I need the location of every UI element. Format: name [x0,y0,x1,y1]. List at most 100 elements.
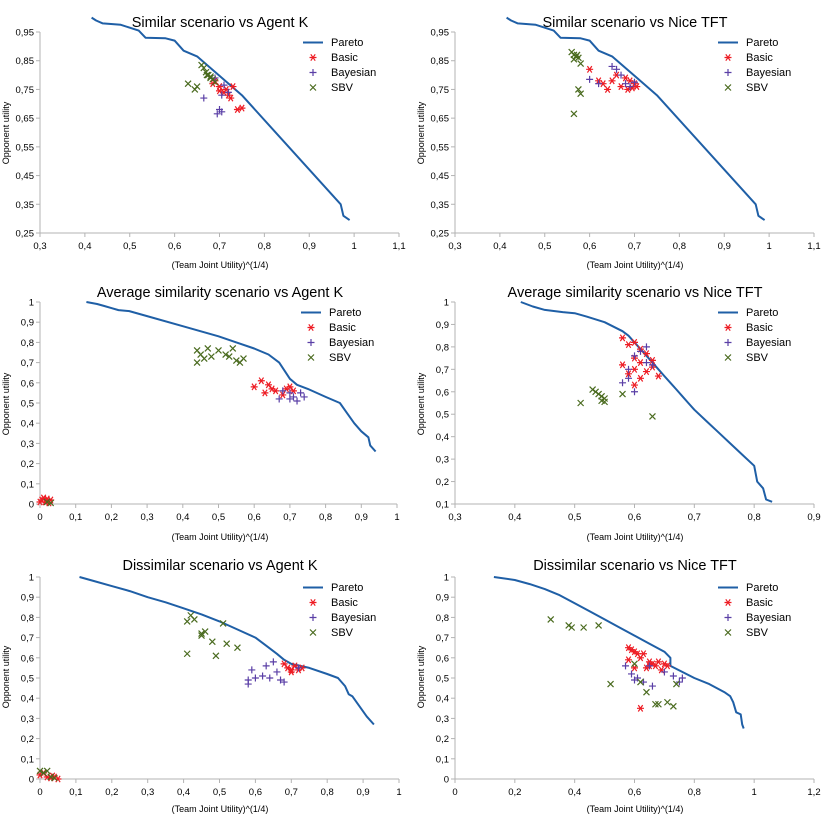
bayesian-point [622,662,630,670]
sbv-point [619,390,626,398]
x-tick-label: 1,2 [807,787,820,798]
chart-panel-similar-agent-k: Similar scenario vs Agent K (Team Joint … [1,15,406,270]
y-tick-label: 0,4 [436,432,449,443]
chart-title: Dissimilar scenario vs Agent K [122,558,317,574]
y-tick-label: 0 [29,500,34,511]
x-tick-label: 0,6 [249,787,262,798]
bayesian-point [280,678,288,686]
legend-bayesian-swatch [309,69,317,76]
y-tick-label: 0,7 [436,633,449,644]
sbv-point [208,638,216,646]
y-tick-label: 0,8 [436,613,449,624]
bayesian-point [218,108,226,116]
y-tick-label: 0,4 [436,694,449,705]
sbv-point [36,767,44,775]
y-tick-label: 0,2 [21,459,34,470]
basic-point [636,374,644,382]
basic-point [631,338,638,346]
x-tick-label: 0,5 [538,241,551,252]
basic-point [261,389,269,397]
sbv-point [580,624,588,631]
y-tick-label: 0,85 [16,56,35,67]
x-tick-label: 0 [37,787,42,798]
chart-title: Similar scenario vs Nice TFT [542,15,727,31]
y-tick-label: 0,2 [436,734,449,745]
basic-point [586,65,594,73]
sbv-point [565,622,573,629]
x-axis-label: (Team Joint Utility)^(1/4) [587,260,684,270]
sbv-point [225,353,233,360]
chart-panel-average-agent-k: Average similarity scenario vs Agent K (… [1,285,400,542]
bayesian-point [286,395,294,403]
y-tick-label: 0,45 [431,171,450,182]
bayesian-point [297,389,305,397]
legend-bayesian-swatch [724,69,732,76]
bayesian-point [631,78,638,86]
x-tick-label: 0,3 [448,512,461,523]
legend-sbv-swatch [309,629,317,636]
bayesian-point [628,670,636,678]
y-tick-label: 0,6 [21,653,34,664]
pareto-line [91,16,351,221]
y-tick-label: 0,1 [436,754,449,765]
x-tick-label: 1 [396,787,401,798]
legend-sbv-swatch [307,354,315,361]
x-tick-label: 0,3 [140,512,153,523]
bayesian-point [248,666,256,674]
sbv-point [207,353,215,360]
basic-point [633,83,641,91]
legend-sbv-label: SBV [331,82,354,94]
y-tick-label: 0,65 [431,114,450,125]
x-tick-label: 0,8 [748,512,761,523]
y-tick-label: 0,85 [431,56,450,67]
chart-panel-similar-nice-tft: Similar scenario vs Nice TFT (Team Joint… [416,15,821,270]
x-tick-label: 0,2 [105,512,118,523]
x-tick-label: 0,2 [105,787,118,798]
sbv-point [40,769,48,777]
bayesian-point [642,343,650,351]
legend-sbv-swatch [724,84,732,91]
bayesian-point [262,662,270,670]
sbv-point [207,74,214,82]
x-axis-label: (Team Joint Utility)^(1/4) [172,260,269,270]
sbv-point [234,644,241,652]
y-tick-label: 0,95 [431,28,450,39]
bayesian-point [669,672,677,680]
sbv-point [229,345,237,352]
sbv-point [200,64,208,72]
bayesian-point [220,81,228,89]
legend-pareto-label: Pareto [746,37,778,49]
y-tick-label: 0,3 [436,455,449,466]
y-tick-label: 0,55 [431,142,450,153]
x-tick-label: 1 [351,241,356,252]
x-tick-label: 0,3 [33,241,46,252]
x-axis-label: (Team Joint Utility)^(1/4) [587,804,684,814]
y-tick-label: 0,5 [436,410,449,421]
basic-point [272,387,280,395]
y-tick-label: 0,1 [21,479,34,490]
x-tick-label: 0,5 [212,512,225,523]
basic-point [279,391,287,399]
x-tick-label: 1 [766,241,771,252]
legend-bayesian-swatch [307,339,315,346]
chart-title: Dissimilar scenario vs Nice TFT [533,558,737,574]
y-axis-label: Opponent utility [1,372,11,435]
basic-point [631,381,638,389]
y-tick-label: 0,65 [16,114,35,125]
y-tick-label: 0,4 [21,419,34,430]
sbv-point [223,640,231,648]
sbv-point [595,622,603,629]
basic-point [233,105,241,114]
bayesian-point [613,65,621,73]
bayesian-point [275,395,283,403]
legend-pareto-label: Pareto [746,582,778,594]
legend-bayesian-swatch [724,614,732,621]
x-tick-label: 0,4 [176,512,189,523]
pareto-line [86,301,377,453]
legend-pareto-label: Pareto [329,307,361,319]
y-tick-label: 1 [29,298,34,309]
bayesian-point [660,668,668,676]
x-tick-label: 0,6 [628,512,641,523]
bayesian-point [269,658,277,666]
